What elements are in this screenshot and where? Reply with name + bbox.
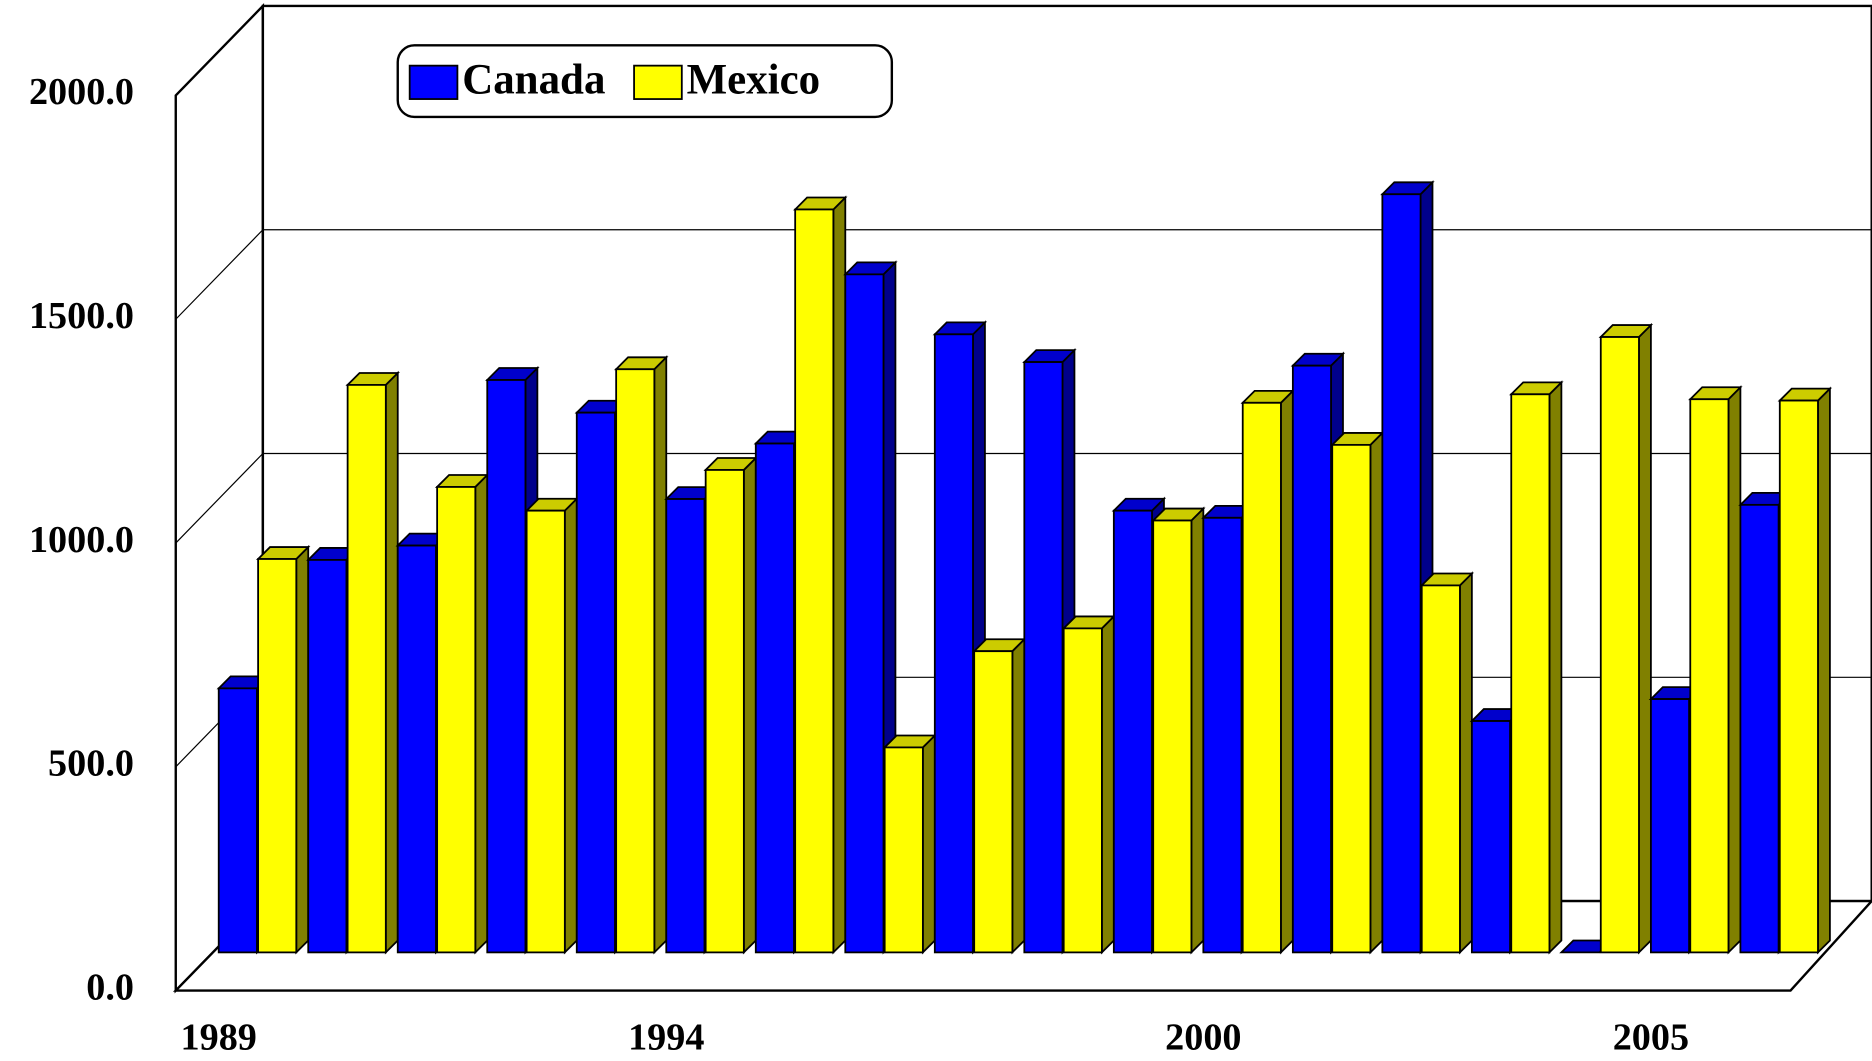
bar <box>1381 193 1422 954</box>
bar-side <box>474 472 489 955</box>
bar <box>1470 720 1511 954</box>
bar-side <box>1100 614 1115 955</box>
legend: Canada Mexico <box>396 44 894 119</box>
bar <box>1778 399 1819 954</box>
bar-side <box>384 370 399 955</box>
bar-side <box>1280 388 1294 955</box>
bar <box>1739 503 1780 954</box>
bar <box>844 273 885 954</box>
bar <box>1241 401 1282 954</box>
bar <box>665 498 706 954</box>
legend-swatch <box>408 64 459 100</box>
bar <box>1599 336 1640 954</box>
bar <box>525 509 566 954</box>
bar <box>1331 443 1372 954</box>
bar <box>1649 698 1690 954</box>
bar <box>615 368 656 954</box>
bar-side <box>653 355 668 955</box>
y-tick-label: 1000.0 <box>29 519 134 561</box>
bar-side <box>1369 430 1384 955</box>
bar <box>396 544 437 954</box>
x-tick-label: 1994 <box>628 1016 704 1058</box>
bar-side <box>295 544 310 955</box>
bar-side <box>832 195 847 955</box>
legend-label: Mexico <box>687 56 821 103</box>
grid-line-side <box>175 229 264 320</box>
bar-side <box>1459 571 1473 955</box>
bar <box>436 486 477 954</box>
bar <box>575 411 616 954</box>
bar <box>1112 509 1153 954</box>
bar-side <box>1727 385 1742 955</box>
bar <box>486 379 527 954</box>
x-tick-label: 1989 <box>181 1016 257 1058</box>
bar <box>704 469 745 954</box>
x-tick-label: 2005 <box>1613 1016 1689 1058</box>
x-tick-label: 2000 <box>1165 1016 1241 1058</box>
bar <box>257 558 298 954</box>
bar <box>1023 361 1064 954</box>
legend-swatch <box>633 64 683 100</box>
bar-side <box>1190 506 1205 955</box>
labels: 0.0 500.0 1000.0 1500.0 2000.0 1989 1994 2000 20… <box>29 71 1689 1058</box>
bar <box>1152 519 1193 954</box>
bar <box>346 384 387 954</box>
bar <box>307 558 348 954</box>
bar-side <box>742 455 757 955</box>
bar <box>1062 627 1103 954</box>
bar-side <box>1548 380 1563 955</box>
bar-side <box>1817 386 1831 955</box>
bar <box>1420 584 1461 954</box>
y-tick-label: 500.0 <box>48 743 134 785</box>
y-tick-label: 0.0 <box>86 966 134 1008</box>
bar <box>973 650 1014 954</box>
bar <box>217 687 258 954</box>
grid-line-side <box>175 453 264 544</box>
bar-side <box>1011 637 1026 955</box>
y-tick-label: 2000.0 <box>29 71 134 113</box>
bar <box>1291 364 1332 954</box>
legend-label: Canada <box>462 56 605 103</box>
bar <box>1202 516 1243 954</box>
bar <box>1510 393 1551 954</box>
bar <box>883 746 924 954</box>
grid-line-side <box>175 5 264 96</box>
bar-side <box>563 496 578 955</box>
bar-side <box>1638 322 1652 955</box>
y-tick-label: 1500.0 <box>29 295 134 337</box>
bar <box>754 442 795 954</box>
bar-side <box>921 733 936 955</box>
bar <box>794 208 835 954</box>
bars <box>216 180 1833 955</box>
bar <box>1689 398 1730 954</box>
bar <box>933 333 974 954</box>
